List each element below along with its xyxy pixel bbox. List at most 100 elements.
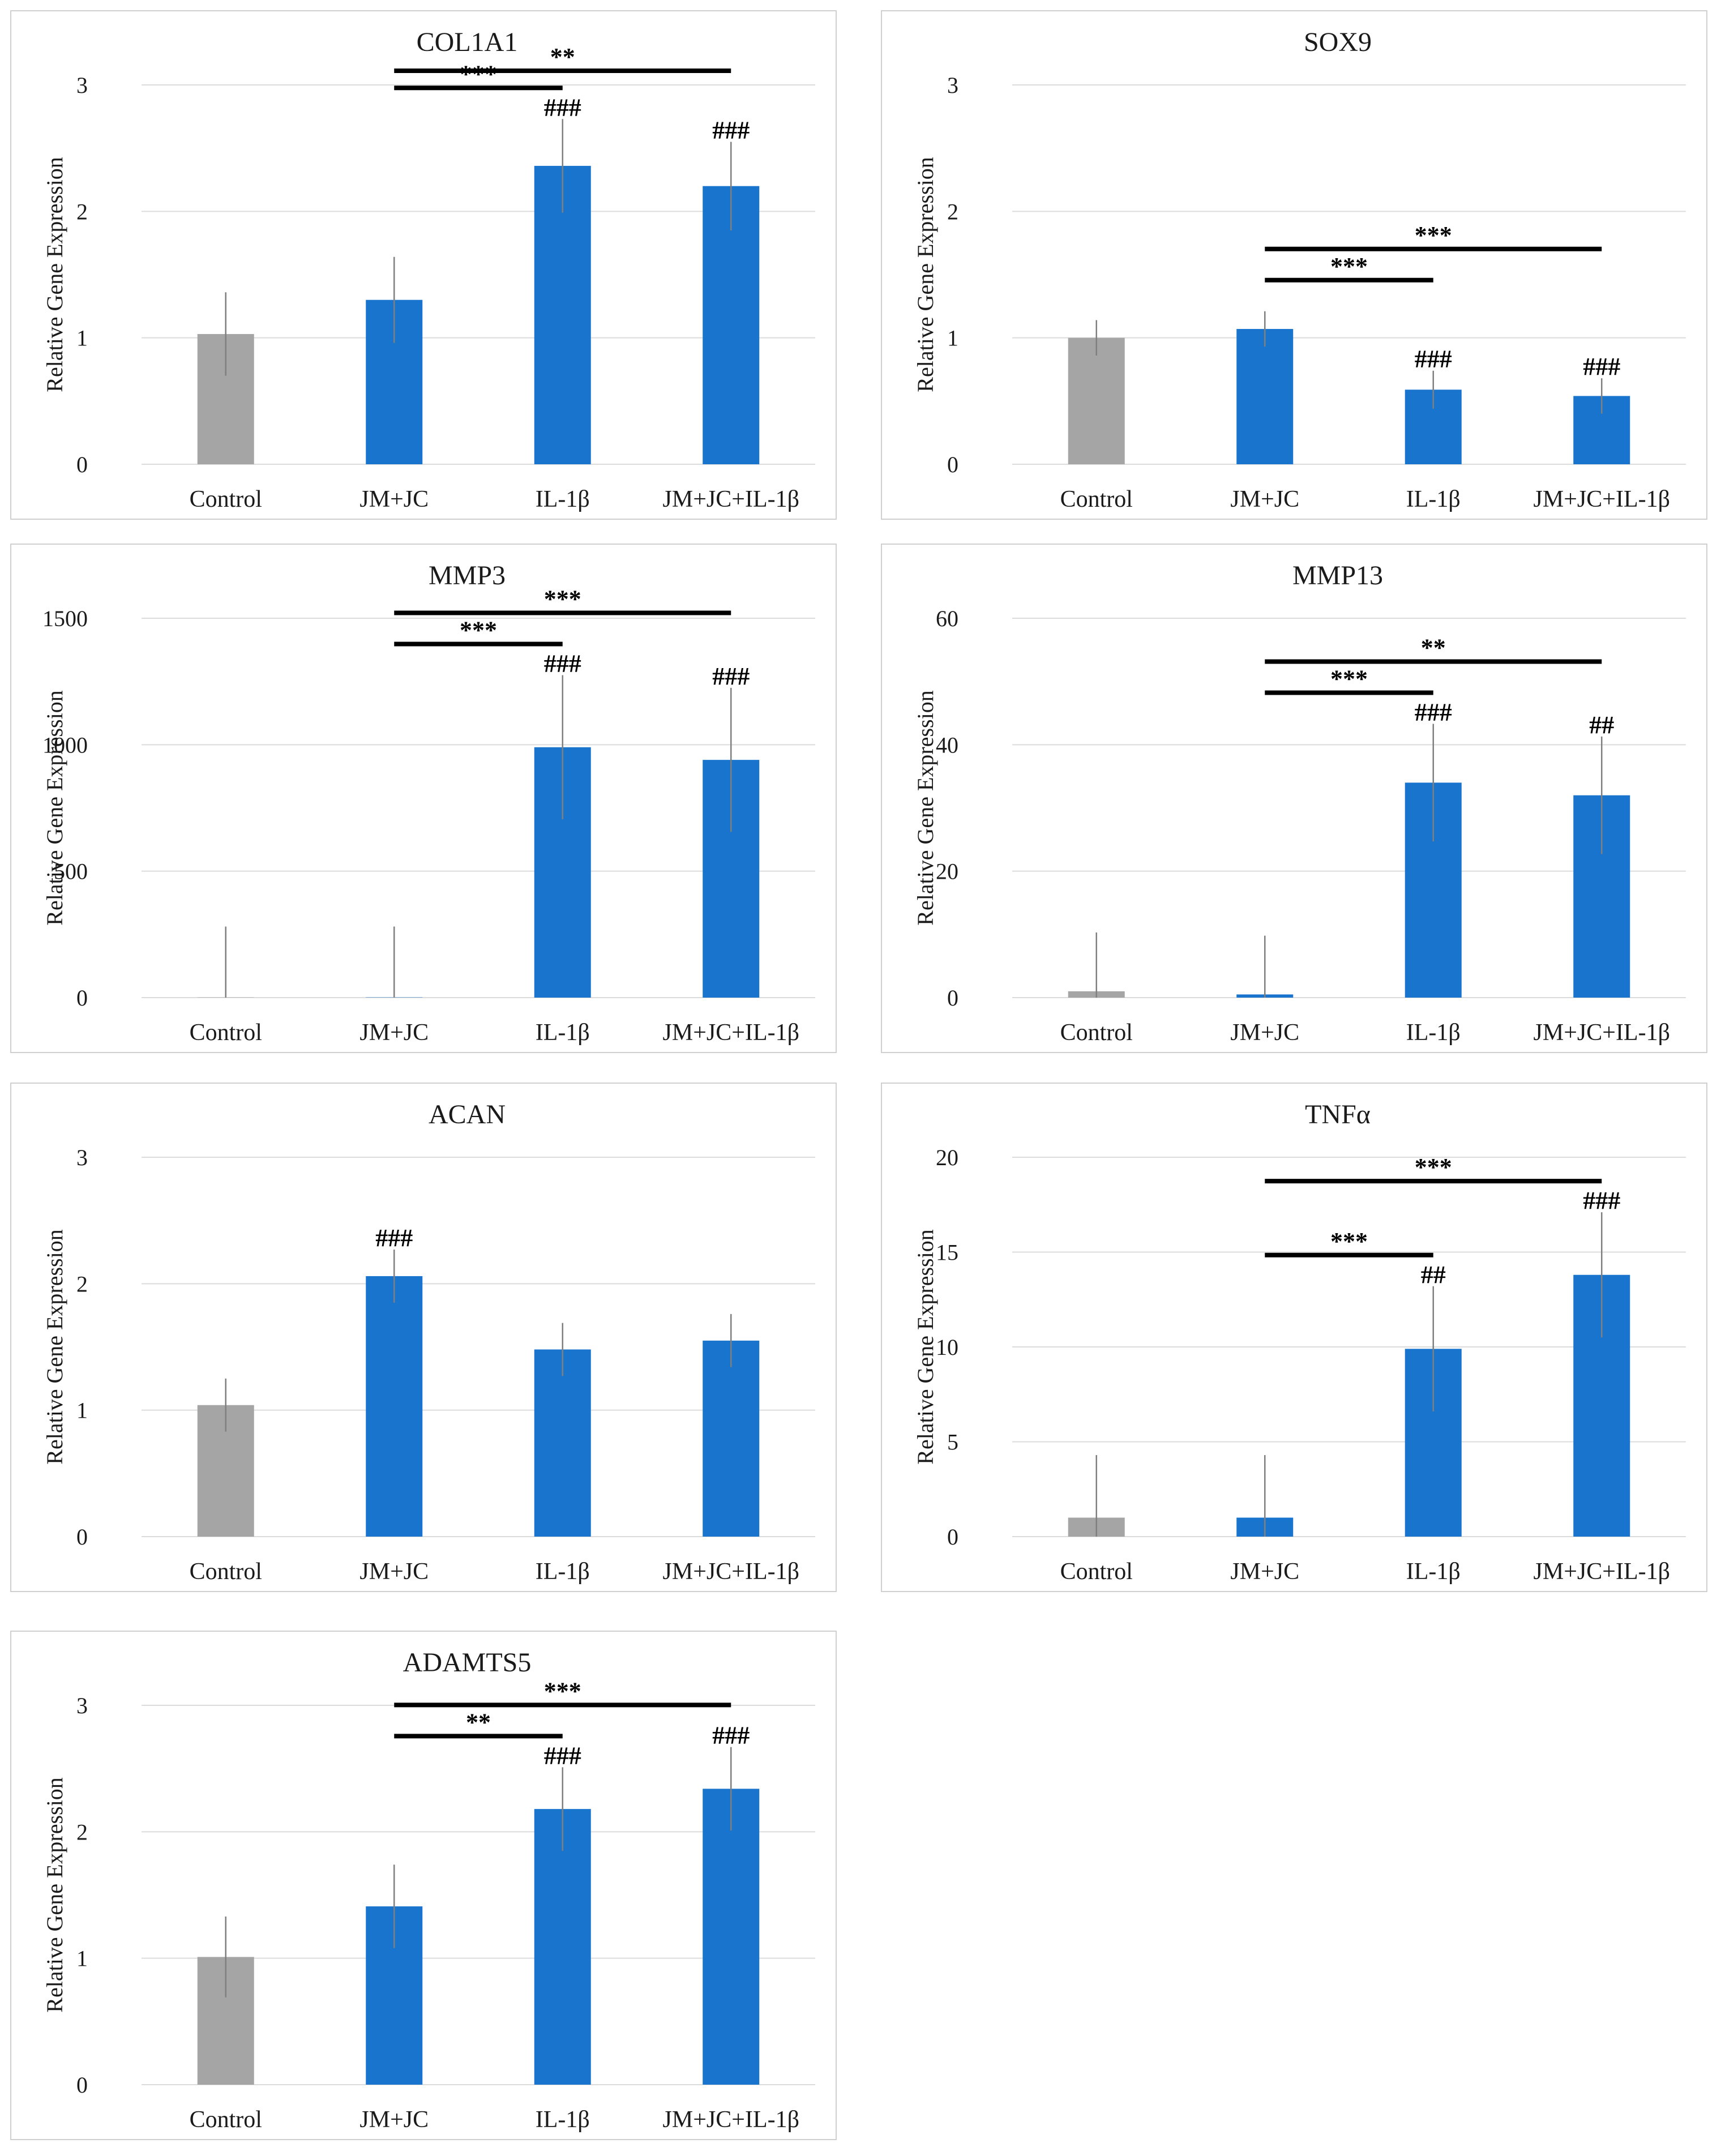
y-axis-label: Relative Gene Expression — [42, 157, 67, 392]
chart-title: SOX9 — [1304, 27, 1372, 57]
x-category-label: JM+JC+IL-1β — [663, 486, 799, 512]
y-axis-label: Relative Gene Expression — [42, 1229, 67, 1464]
significance-hash-label: ### — [712, 117, 750, 144]
chart-panel-sox9: 0 1 2 3 SOX9 Relative Gene Expression Control J… — [881, 10, 1707, 520]
significance-bracket-label: *** — [1415, 1153, 1452, 1181]
y-axis-label: Relative Gene Expression — [42, 1777, 67, 2012]
x-category-label: JM+JC+IL-1β — [1534, 486, 1670, 512]
y-tick-label: 1 — [947, 326, 958, 351]
bar-jm-jc — [366, 1276, 423, 1537]
x-category-label: IL-1β — [536, 2107, 590, 2133]
x-category-label: JM+JC — [359, 486, 429, 512]
significance-bracket-label: *** — [1330, 253, 1368, 280]
chart-tnfa: 0 5 10 15 20 TNFα Relative Gene Expression Cont… — [913, 1100, 1686, 1585]
x-category-label: Control — [190, 2107, 262, 2133]
chart-title: COL1A1 — [417, 27, 518, 57]
x-category-label: IL-1β — [536, 486, 590, 512]
y-tick-label: 5 — [947, 1430, 958, 1455]
y-tick-label: 2 — [76, 1819, 88, 1845]
chart-sox9: 0 1 2 3 SOX9 Relative Gene Expression Control J… — [913, 27, 1686, 512]
y-tick-label: 0 — [76, 985, 88, 1011]
y-tick-label: 500 — [54, 859, 88, 884]
bar-jm-jc-il-1- — [703, 1340, 760, 1537]
significance-hash-label: ## — [1589, 711, 1614, 739]
y-tick-label: 1 — [76, 326, 88, 351]
x-category-label: Control — [190, 486, 262, 512]
x-category-label: IL-1β — [536, 1020, 590, 1046]
y-tick-label: 40 — [936, 732, 958, 758]
significance-bracket-label: *** — [1330, 665, 1368, 692]
significance-hash-label: ### — [544, 650, 581, 678]
significance-hash-label: ### — [544, 93, 581, 121]
y-tick-label: 3 — [76, 72, 88, 98]
chart-title: MMP13 — [1292, 561, 1383, 591]
significance-bracket-label: ** — [1421, 634, 1446, 661]
y-tick-label: 1 — [76, 1398, 88, 1423]
significance-bracket-label: ** — [466, 1708, 491, 1736]
chart-panel-acan: 0 1 2 3 ACAN Relative Gene Expression Control J… — [10, 1083, 837, 1592]
y-tick-label: 20 — [936, 1145, 958, 1170]
y-tick-label: 3 — [947, 72, 958, 98]
x-category-label: IL-1β — [536, 1559, 590, 1585]
bar-jm-jc-il-1- — [703, 186, 760, 464]
y-tick-label: 0 — [76, 1524, 88, 1550]
significance-bracket-label: *** — [544, 1677, 581, 1705]
y-tick-label: 1000 — [42, 732, 88, 758]
y-tick-label: 3 — [76, 1693, 88, 1718]
chart-col1a1: 0 1 2 3 COL1A1 Relative Gene Expression Contro… — [42, 27, 815, 512]
y-axis-label: Relative Gene Expression — [913, 157, 938, 392]
chart-panel-tnfa: 0 5 10 15 20 TNFα Relative Gene Expression Cont… — [881, 1083, 1707, 1592]
y-tick-label: 20 — [936, 859, 958, 884]
y-tick-label: 0 — [947, 985, 958, 1011]
chart-title: MMP3 — [429, 561, 506, 591]
y-tick-label: 0 — [947, 1524, 958, 1550]
bar-control — [1068, 337, 1125, 464]
significance-hash-label: ### — [1583, 1187, 1620, 1214]
significance-hash-label: ### — [375, 1224, 413, 1252]
significance-hash-label: ## — [1421, 1261, 1446, 1289]
y-tick-label: 2 — [76, 1271, 88, 1297]
significance-hash-label: ### — [712, 1722, 750, 1749]
chart-acan: 0 1 2 3 ACAN Relative Gene Expression Control J… — [42, 1100, 815, 1585]
chart-adamts5: 0 1 2 3 ADAMTS5 Relative Gene Expression Contr… — [42, 1648, 815, 2133]
x-category-label: JM+JC — [1230, 1559, 1299, 1585]
bar-il-1- — [534, 165, 591, 464]
x-category-label: JM+JC — [359, 1559, 429, 1585]
significance-bracket-label: *** — [460, 60, 497, 88]
significance-hash-label: ### — [1415, 698, 1452, 726]
x-category-label: Control — [1060, 1559, 1133, 1585]
chart-panel-col1a1: 0 1 2 3 COL1A1 Relative Gene Expression Contro… — [10, 10, 837, 520]
bar-il-1- — [534, 1349, 591, 1537]
significance-bracket-label: *** — [460, 617, 497, 644]
y-tick-label: 2 — [76, 199, 88, 224]
bar-il-1- — [534, 1809, 591, 2085]
y-axis-label: Relative Gene Expression — [42, 690, 67, 925]
chart-panel-mmp13: 0 20 40 60 MMP13 Relative Gene Expression Cont… — [881, 544, 1707, 1053]
x-category-label: Control — [190, 1559, 262, 1585]
x-category-label: JM+JC — [1230, 1020, 1299, 1046]
x-category-label: JM+JC+IL-1β — [663, 2107, 799, 2133]
significance-hash-label: ### — [712, 662, 750, 690]
chart-title: ADAMTS5 — [403, 1648, 532, 1678]
x-category-label: JM+JC — [1230, 486, 1299, 512]
y-tick-label: 1 — [76, 1946, 88, 1971]
chart-title: TNFα — [1305, 1100, 1371, 1130]
x-category-label: IL-1β — [1406, 1020, 1461, 1046]
y-tick-label: 10 — [936, 1334, 958, 1360]
y-axis-label: Relative Gene Expression — [913, 1229, 938, 1464]
x-category-label: JM+JC+IL-1β — [1534, 1020, 1670, 1046]
x-category-label: Control — [1060, 1020, 1133, 1046]
significance-bracket-label: *** — [1330, 1227, 1368, 1255]
significance-bracket-label: ** — [550, 43, 575, 71]
significance-hash-label: ### — [1583, 353, 1620, 380]
chart-panel-adamts5: 0 1 2 3 ADAMTS5 Relative Gene Expression Contr… — [10, 1631, 837, 2140]
x-category-label: JM+JC — [359, 2107, 429, 2133]
bar-jm-jc-il-1- — [703, 1789, 760, 2085]
x-category-label: Control — [190, 1020, 262, 1046]
x-category-label: IL-1β — [1406, 1559, 1461, 1585]
bar-jm-jc — [1236, 329, 1294, 464]
y-tick-label: 0 — [76, 2072, 88, 2098]
x-category-label: JM+JC — [359, 1020, 429, 1046]
chart-title: ACAN — [429, 1100, 506, 1130]
y-tick-label: 60 — [936, 606, 958, 631]
